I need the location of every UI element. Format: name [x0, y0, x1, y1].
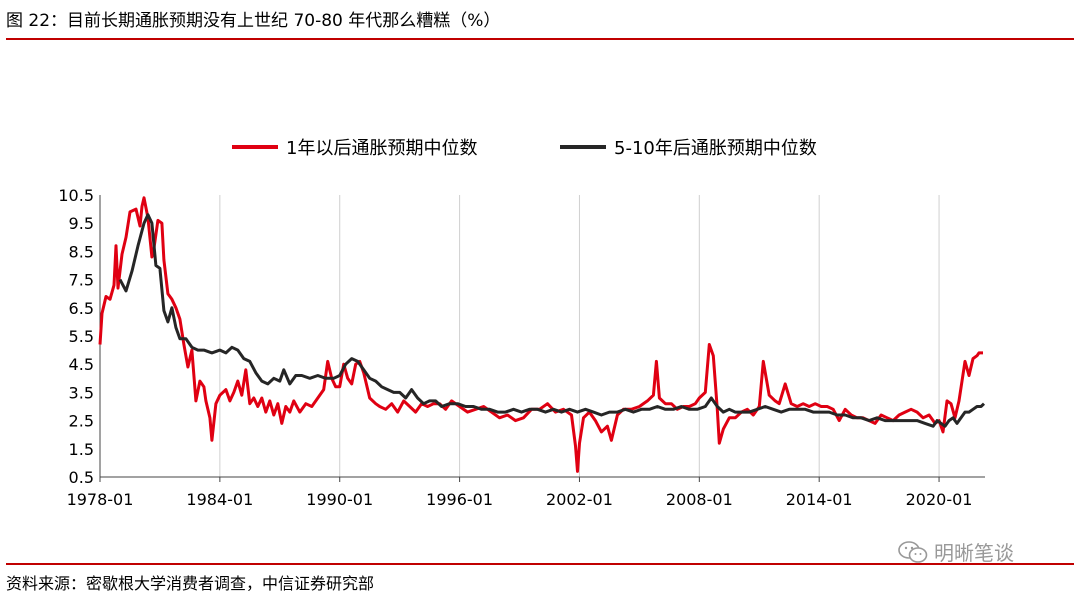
y-tick-label: 1.5	[69, 440, 94, 459]
source-note: 资料来源：密歇根大学消费者调查，中信证券研究部	[6, 574, 375, 593]
series-line-1	[98, 196, 983, 473]
x-tick-label: 1996-01	[426, 490, 493, 509]
x-tick-label: 2020-01	[906, 490, 973, 509]
watermark: 明晰笔谈	[898, 537, 1014, 566]
chart-title: 图 22：目前长期通胀预期没有上世纪 70-80 年代那么糟糕（%）	[6, 11, 501, 31]
x-tick-label: 2008-01	[666, 490, 733, 509]
footer-rule	[6, 563, 1074, 565]
y-tick-label: 3.5	[69, 383, 94, 402]
series-line-2	[118, 213, 986, 428]
y-tick-label: 9.5	[69, 214, 94, 233]
y-tick-label: 2.5	[69, 412, 94, 431]
grid-lines	[219, 195, 940, 477]
y-tick-label: 0.5	[69, 468, 94, 487]
y-tick-label: 10.5	[58, 186, 94, 205]
x-tick-label: 1990-01	[306, 490, 373, 509]
y-tick-label: 7.5	[69, 271, 94, 290]
watermark-text: 明晰笔谈	[934, 541, 1014, 565]
x-tick-label: 2014-01	[786, 490, 853, 509]
series-lines	[98, 196, 986, 473]
y-tick-label: 6.5	[69, 299, 94, 318]
x-tick-label: 2002-01	[546, 490, 613, 509]
legend-label-2: 5-10年后通胀预期中位数	[614, 138, 817, 159]
y-tick-label: 8.5	[69, 242, 94, 261]
y-tick-label: 4.5	[69, 355, 94, 374]
header-rule	[6, 38, 1074, 40]
x-tick-label: 1978-01	[67, 490, 134, 509]
axes: 1978-01 1984-01 1990-01 1996-01 2002-01 2008-…	[58, 186, 985, 509]
wechat-icon	[898, 540, 928, 564]
x-tick-label: 1984-01	[186, 490, 253, 509]
legend-label-1: 1年以后通胀预期中位数	[286, 138, 477, 159]
legend: 1年以后通胀预期中位数 5-10年后通胀预期中位数	[232, 138, 817, 159]
y-tick-label: 5.5	[69, 327, 94, 346]
